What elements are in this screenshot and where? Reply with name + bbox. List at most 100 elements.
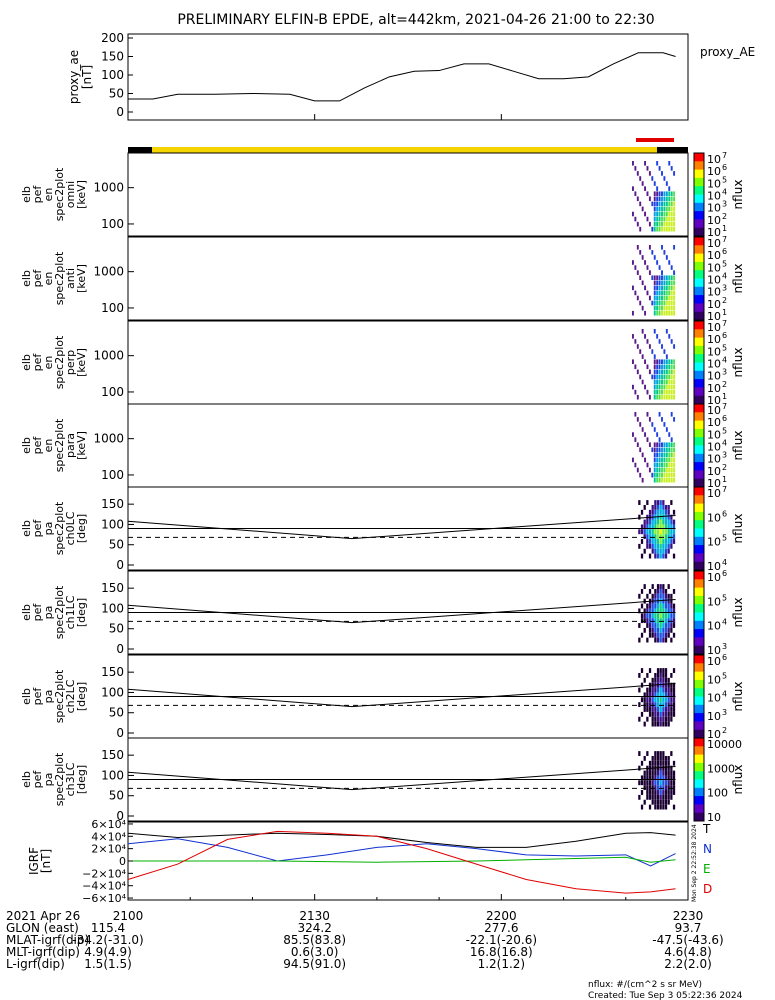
pitch-angle-cell xyxy=(656,755,660,761)
spectrogram-cell xyxy=(670,196,673,202)
spectrogram-cell xyxy=(653,447,656,453)
pitch-angle-cell xyxy=(667,627,670,633)
pitch-angle-cell xyxy=(664,598,668,604)
colorbar-tick-exponent: 5 xyxy=(722,593,727,602)
spectrogram-cell xyxy=(668,260,671,265)
igrf-line-T xyxy=(127,832,676,848)
spectrogram-cell xyxy=(646,437,649,442)
spectrogram-frame xyxy=(127,403,689,488)
ephemeris-value: -34.2(-31.0) xyxy=(72,933,143,947)
pitch-angle-cell xyxy=(667,790,670,795)
spectrogram-cell xyxy=(636,344,639,349)
spectrogram-cell xyxy=(668,334,671,339)
spectrogram-ytick-label: 100 xyxy=(101,468,124,482)
pitch-angle-cell xyxy=(643,707,646,712)
pitch-angle-cell xyxy=(648,687,652,693)
pitch-angle-cell xyxy=(638,794,641,800)
colorbar-tick-label: 10 xyxy=(707,673,721,686)
spectrogram-cell xyxy=(661,384,663,390)
spectrogram-cell xyxy=(670,442,673,447)
ephemeris-label: MLT-igrf(dip) xyxy=(6,945,80,959)
pitch-angle-cell xyxy=(659,608,662,614)
colorbar-swatch xyxy=(694,354,704,363)
pitch-angle-cell xyxy=(643,584,646,589)
spectrogram-cell xyxy=(665,442,668,447)
spectrogram-cell xyxy=(656,290,659,296)
colorbar-tick-label: 10 xyxy=(707,477,721,490)
pitch-angle-cell xyxy=(643,721,646,727)
pitch-angle-cell xyxy=(672,603,676,609)
pitch-angle-cell xyxy=(662,637,665,643)
orbit-bar xyxy=(128,138,688,153)
pitch-angle-cell xyxy=(672,697,676,703)
spectrogram-cell xyxy=(658,462,661,468)
pitch-angle-cell xyxy=(662,780,665,786)
spectrogram-cell xyxy=(673,221,676,227)
pitch-angle-cell xyxy=(646,519,649,525)
pitch-angle-cell xyxy=(672,608,676,614)
spectrogram-cell xyxy=(670,166,673,171)
spectrogram-cell xyxy=(670,295,673,301)
pitch-angle-cell xyxy=(640,668,644,673)
pitch-angle-cell xyxy=(646,702,649,708)
colorbar-tick-exponent: 2 xyxy=(722,212,727,221)
colorbar-tick-exponent: 4 xyxy=(722,272,727,281)
pitch-angle-cell xyxy=(662,553,665,559)
spectrogram-cell xyxy=(658,206,661,212)
colorbar-tick-label: 10 xyxy=(707,382,721,395)
pitch-angle-cell xyxy=(651,760,654,766)
spectrogram-cell xyxy=(644,432,647,437)
spectrogram-ylabel-line: pef xyxy=(31,269,44,288)
spectrogram-cell xyxy=(656,452,659,458)
spectrogram-cell xyxy=(661,442,663,447)
pitch-angle-cell xyxy=(667,632,670,638)
colorbar-tick-exponent: 5 xyxy=(722,671,727,680)
spectrogram-cell xyxy=(668,186,671,191)
spectrogram-cell xyxy=(636,467,639,473)
pitch-angle-cell xyxy=(672,702,676,708)
pitch-angle-ytick-label: 100 xyxy=(101,601,124,615)
pitch-angle-cell xyxy=(659,603,662,609)
pitch-angle-cell xyxy=(638,608,641,614)
spectrogram-cell xyxy=(670,457,673,463)
spectrogram-cell xyxy=(658,437,661,442)
pitch-angle-cell xyxy=(659,687,662,693)
spectrogram-cell xyxy=(663,374,666,380)
colorbar-swatch xyxy=(694,696,704,706)
pitch-angle-cell xyxy=(672,632,676,638)
spectrogram-cell xyxy=(661,275,663,280)
pitch-angle-cell xyxy=(662,794,665,800)
spectrogram-cell xyxy=(653,457,656,463)
pitch-angle-cell xyxy=(667,780,670,786)
spectrogram-cell xyxy=(665,300,668,306)
spectrogram-ylabel-line: pef xyxy=(31,436,44,455)
pitch-angle-cell xyxy=(664,780,668,786)
colorbar-frame xyxy=(693,486,705,571)
pitch-angle-cell xyxy=(667,707,670,712)
pitch-angle-cell xyxy=(648,804,652,810)
pitch-angle-cell xyxy=(656,593,660,599)
pitch-angle-cell xyxy=(670,618,673,624)
spectrogram-cell xyxy=(661,452,663,458)
colorbar-swatch xyxy=(694,295,704,304)
pitch-angle-cell xyxy=(646,707,649,712)
spectrogram-cell xyxy=(648,344,651,349)
spectrogram-cell xyxy=(665,211,668,217)
pitch-angle-cell xyxy=(651,687,654,693)
spectrogram-cell xyxy=(661,369,663,375)
pitch-angle-cell xyxy=(664,603,668,609)
pitch-angle-cell xyxy=(654,760,657,766)
spectrogram-cell xyxy=(644,260,647,265)
pitch-angle-cell xyxy=(640,509,644,515)
colorbar-swatch xyxy=(694,655,704,664)
spectrogram-cell xyxy=(646,339,649,344)
time-tick-label: 2200 xyxy=(486,909,517,923)
pitch-angle-cell xyxy=(656,627,660,633)
pitch-angle-cell xyxy=(672,804,676,810)
pitch-angle-ytick-label: 100 xyxy=(101,517,124,531)
pitch-angle-cell xyxy=(670,514,673,520)
pitch-angle-cell xyxy=(651,770,654,776)
pitch-angle-cell xyxy=(643,613,646,619)
spectrogram-cell xyxy=(673,394,676,400)
colorbar-swatch xyxy=(694,579,704,589)
